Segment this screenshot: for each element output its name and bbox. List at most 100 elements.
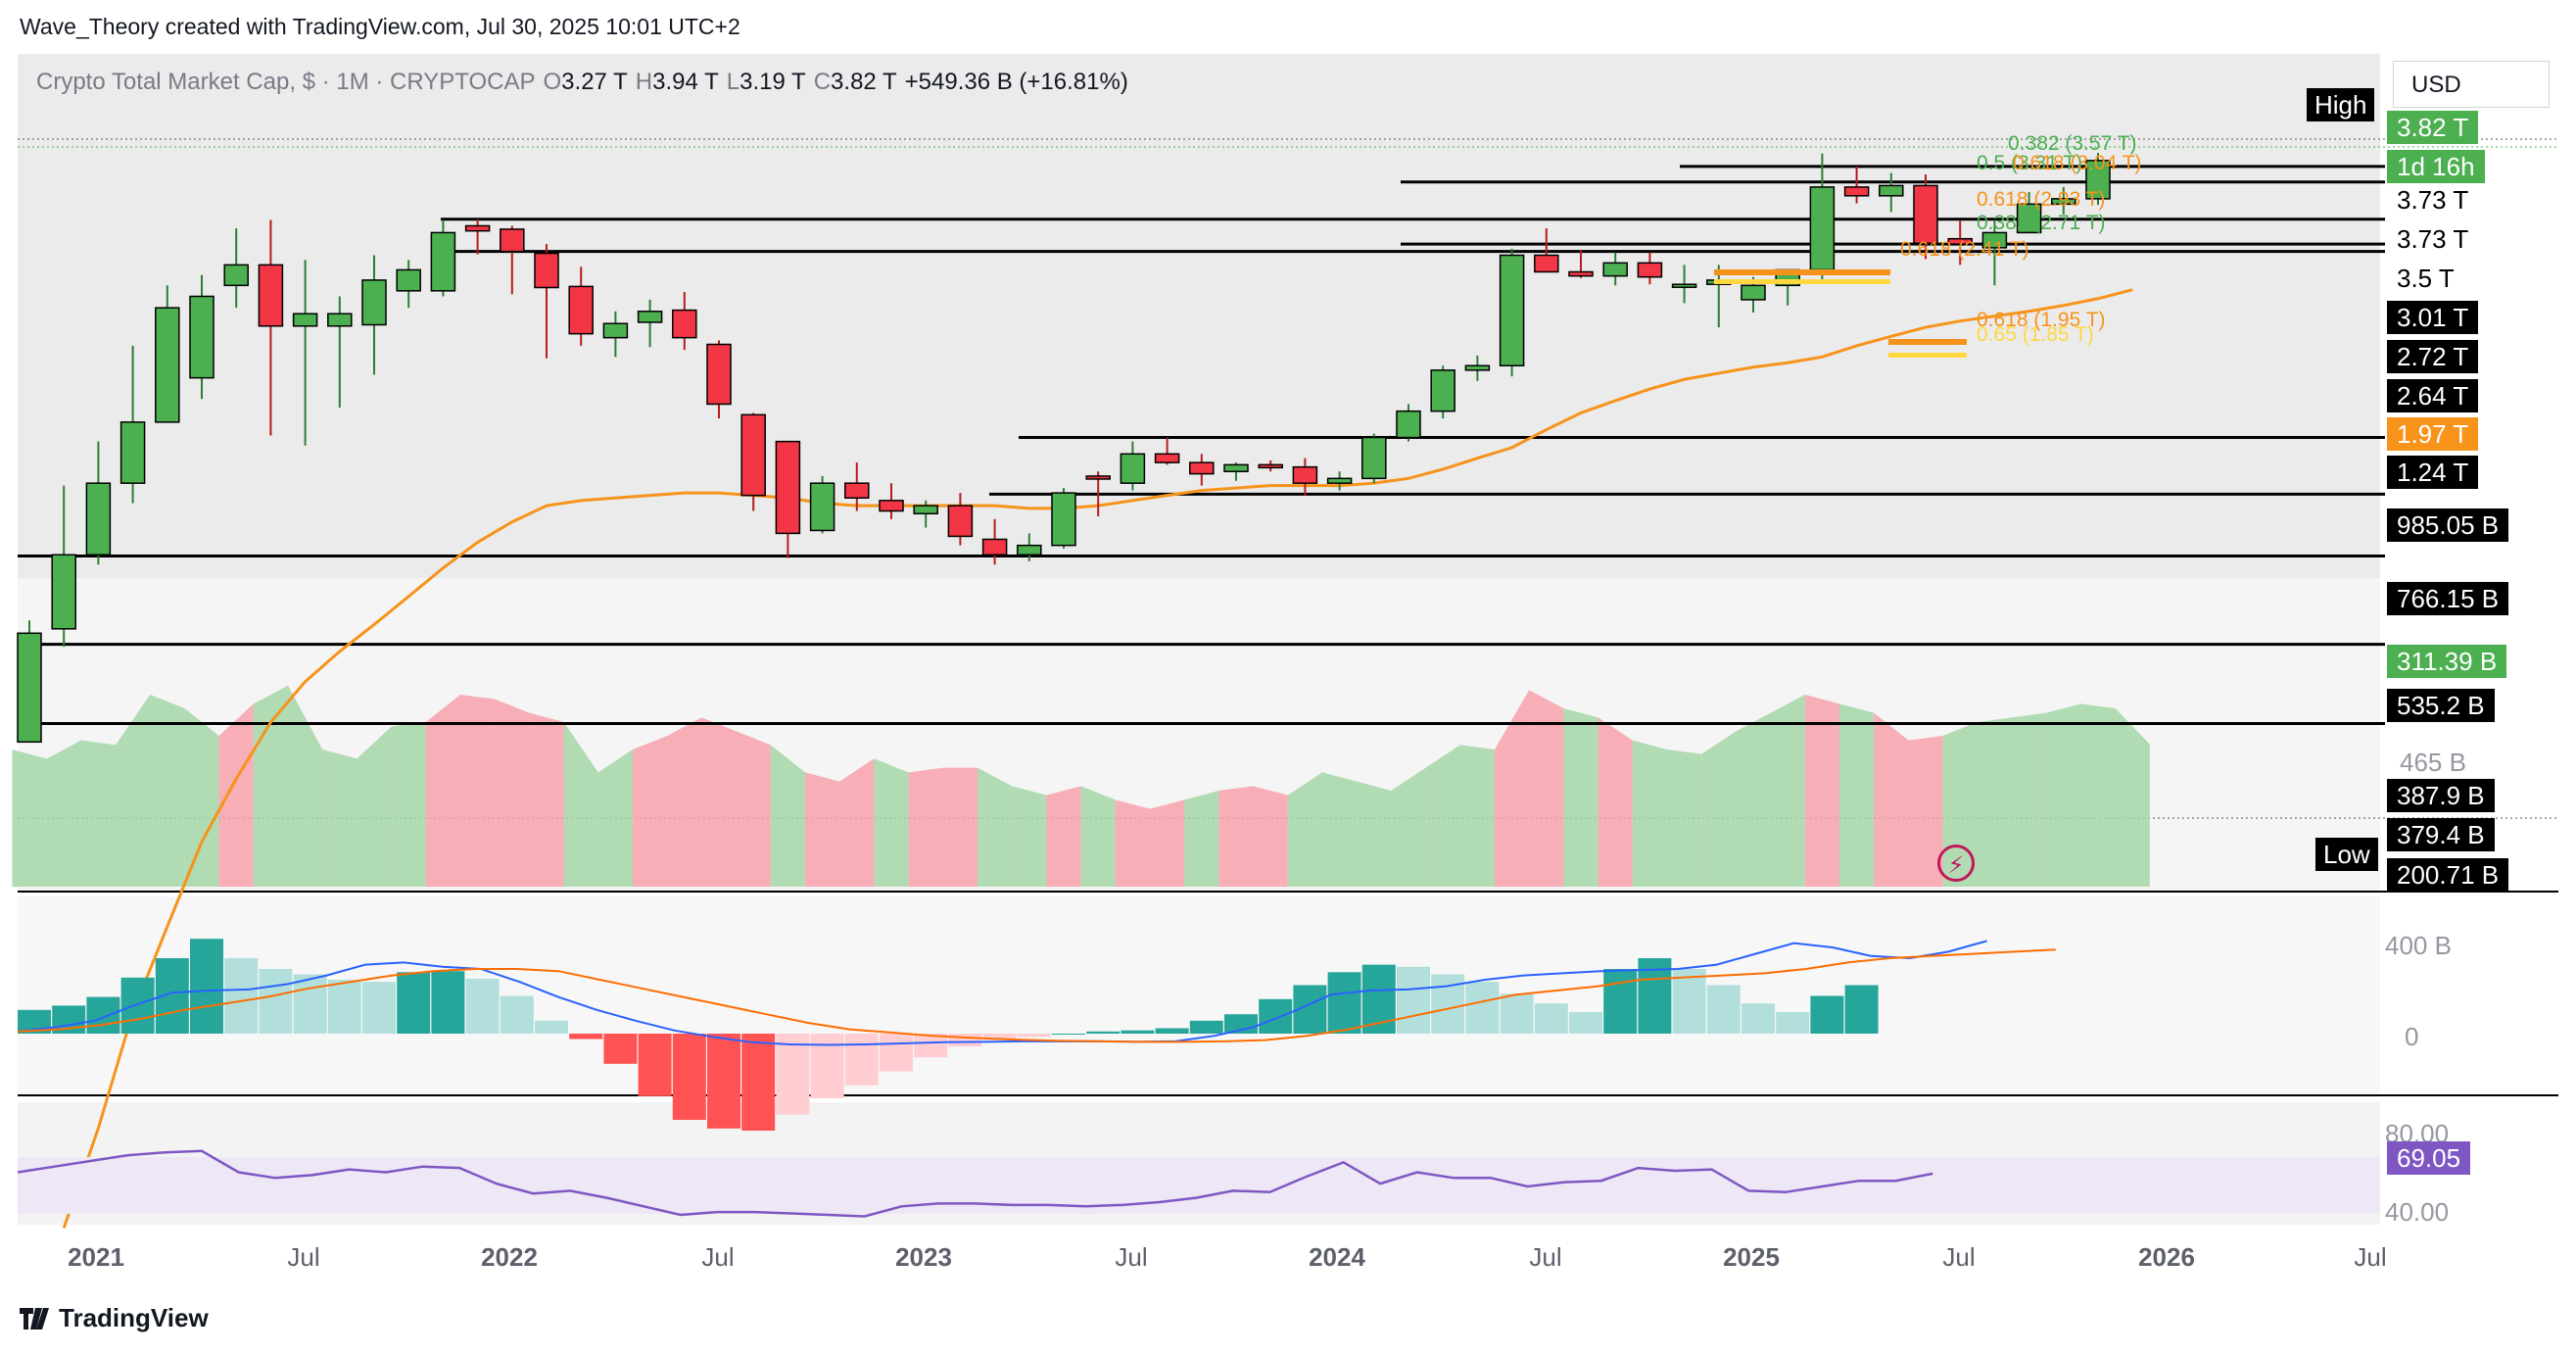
macd-histogram-bar	[1327, 972, 1361, 1034]
candle-body	[1326, 477, 1353, 484]
x-axis-label: 2021	[68, 1242, 124, 1272]
candle-body	[1981, 231, 2008, 249]
volume-area-segment	[1736, 712, 1771, 887]
volume-area-segment	[1770, 695, 1805, 887]
macd-histogram-bar	[1189, 1020, 1223, 1034]
volume-area-segment	[253, 685, 288, 887]
scale-label: 0	[2405, 1022, 2419, 1051]
candle-body	[1602, 262, 1628, 277]
volume-area-segment	[1184, 791, 1219, 887]
macd-histogram-bar	[1259, 998, 1293, 1034]
scale-label: 465 B	[2400, 748, 2466, 777]
candle-body	[775, 440, 801, 535]
x-axis-label: 2024	[1309, 1242, 1365, 1272]
macd-histogram-bar	[776, 1034, 810, 1115]
macd-histogram-bar	[880, 1034, 913, 1072]
volume-area-segment	[1115, 799, 1150, 887]
candle-body	[1809, 186, 1836, 271]
macd-histogram-bar	[638, 1034, 672, 1096]
candle-body	[396, 268, 421, 292]
volume-area-segment	[667, 717, 702, 887]
candle-body	[327, 313, 353, 327]
candle-body	[464, 224, 491, 232]
candle-body	[1189, 461, 1215, 475]
macd-histogram-bar	[1086, 1031, 1121, 1034]
low-value: 3.19 T	[739, 69, 806, 95]
candle-body	[844, 482, 870, 499]
macd-signal-line	[17, 948, 2056, 1043]
x-axis-label: 2025	[1723, 1242, 1780, 1272]
volume-area-segment	[1977, 717, 2012, 887]
volume-area-segment	[1563, 708, 1598, 887]
scale-label: 400 B	[2385, 931, 2452, 960]
candle-body	[2016, 203, 2042, 234]
candle-body	[879, 500, 904, 512]
volume-area-segment	[1012, 786, 1047, 887]
macd-histogram-bar	[362, 982, 396, 1034]
brand-name: TradingView	[59, 1303, 209, 1332]
candle-body	[119, 421, 146, 484]
volume-area-segment	[1598, 717, 1633, 887]
volume-area-segment	[805, 772, 840, 887]
volume-area-segment	[357, 726, 392, 887]
macd-histogram-bar	[1534, 1003, 1568, 1034]
macd-histogram-bar	[982, 1034, 1017, 1040]
volume-area-segment	[1839, 703, 1875, 887]
fib-level-label: 0.382 (2.71 T)	[1977, 212, 2106, 234]
volume-area-segment	[2046, 703, 2081, 887]
candle-body	[602, 322, 629, 339]
candle-body	[947, 505, 974, 538]
macd-histogram-bar	[707, 1034, 740, 1129]
macd-histogram-bar	[224, 958, 259, 1034]
volume-area-segment	[460, 695, 496, 887]
macd-histogram-bar	[1810, 995, 1844, 1034]
volume-area-segment	[116, 695, 151, 887]
macd-histogram-bar	[844, 1034, 879, 1086]
lightning-icon[interactable]: ⚡	[1937, 845, 1975, 882]
price-axis-tag: 3.01 T	[2387, 301, 2479, 334]
volume-area-segment	[1701, 731, 1737, 887]
candle-body	[2085, 160, 2111, 200]
macd-histogram-bar	[1052, 1034, 1085, 1035]
open-label: O	[543, 69, 562, 95]
price-axis-tag: 3.73 T	[2387, 222, 2479, 256]
macd-histogram-bar	[500, 995, 534, 1034]
close-label: C	[813, 69, 832, 95]
price-axis-tag: 200.71 B	[2387, 858, 2509, 892]
tradingview-logo[interactable]: TradingView	[20, 1303, 209, 1333]
macd-histogram-bar	[1741, 1003, 1775, 1034]
volume-area-segment	[2080, 703, 2116, 887]
candle-body	[706, 343, 732, 406]
candle-body	[1361, 436, 1387, 480]
volume-area-segment	[150, 695, 185, 887]
macd-histogram-bar	[1603, 969, 1638, 1034]
macd-histogram-bar	[293, 974, 327, 1034]
volume-area-segment	[874, 758, 909, 887]
candle-body	[981, 538, 1008, 556]
macd-histogram-bar	[86, 996, 120, 1034]
macd-histogram-bar	[327, 980, 361, 1034]
close-value: 3.82 T	[831, 69, 897, 95]
candle-body	[1843, 186, 1870, 197]
rsi-band	[18, 1157, 2380, 1214]
x-axis-label: Jul	[287, 1242, 319, 1272]
candle-body	[1464, 364, 1491, 371]
volume-area-segment	[46, 740, 81, 887]
fib-level-label: 0.618 (2.41 T)	[1900, 238, 2029, 261]
x-axis-label: 2022	[481, 1242, 538, 1272]
price-axis-tag: 535.2 B	[2387, 689, 2495, 722]
x-axis-label: Jul	[2354, 1242, 2386, 1272]
volume-area-segment	[942, 767, 978, 887]
macd-histogram-bar	[741, 1034, 776, 1131]
volume-area-segment	[1529, 690, 1564, 887]
candle-body	[1568, 270, 1594, 277]
symbol-legend: Crypto Total Market Cap, $ · 1M · CRYPTO…	[36, 69, 1128, 96]
macd-histogram-bar	[1569, 1012, 1602, 1034]
tradingview-icon	[20, 1307, 49, 1330]
candle-body	[534, 252, 559, 289]
volume-area-segment	[80, 740, 116, 887]
price-axis-tag: 311.39 B	[2387, 645, 2507, 678]
currency-selector[interactable]: USD	[2393, 61, 2550, 108]
volume-area-segment	[1080, 786, 1116, 887]
